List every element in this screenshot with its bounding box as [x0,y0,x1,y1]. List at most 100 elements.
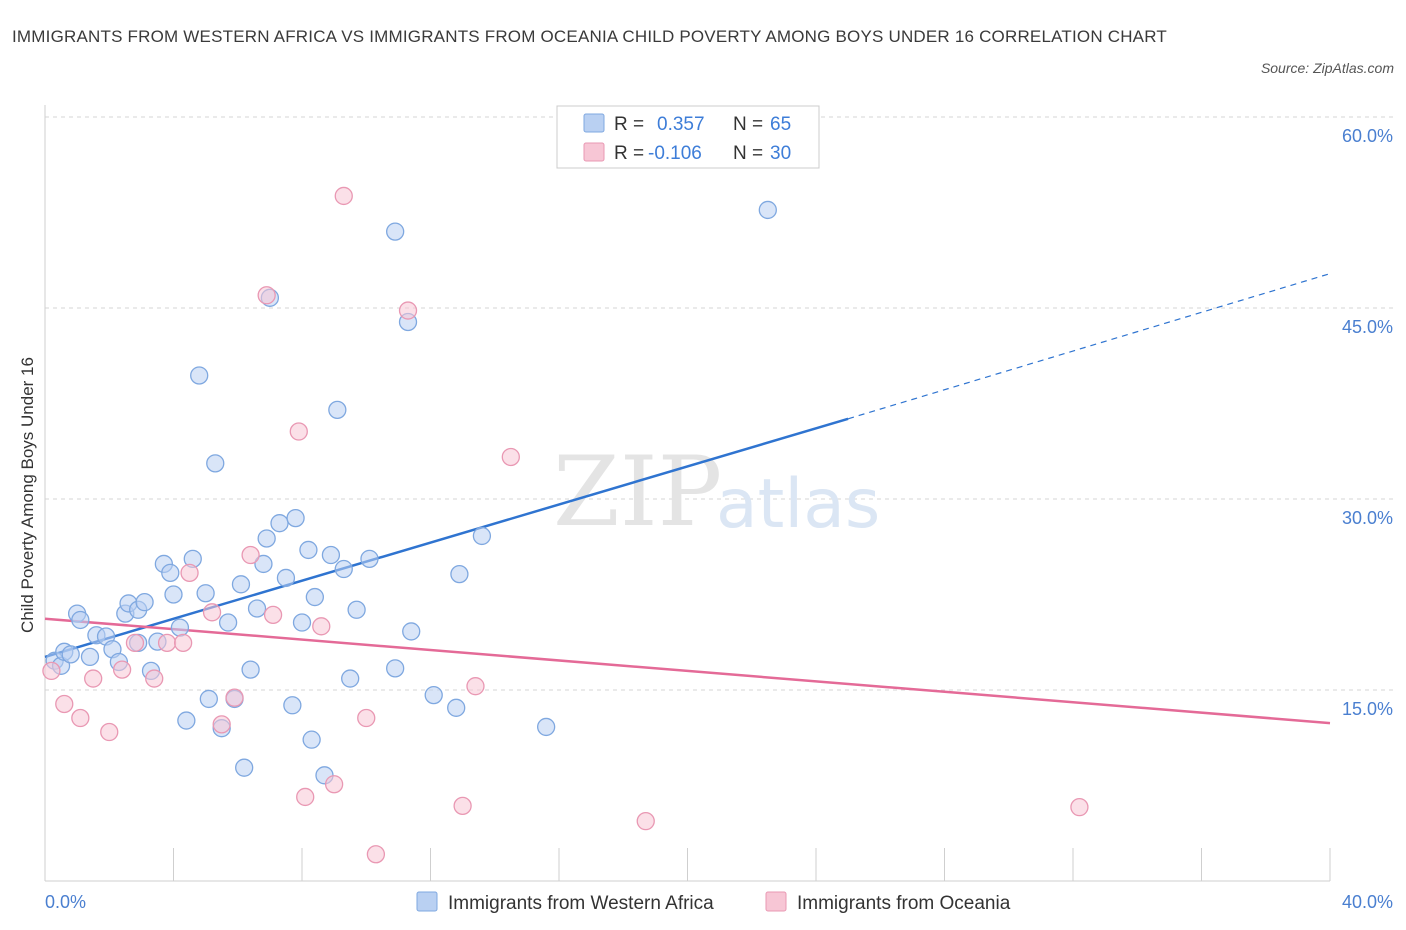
point-western-africa [241,660,260,679]
legend-n-label-1: N = [733,114,763,135]
point-western-africa [190,366,209,385]
point-oceania [296,787,315,807]
point-western-africa [276,568,296,588]
point-western-africa [537,717,556,737]
point-western-africa [177,711,196,730]
chart-title: IMMIGRANTS FROM WESTERN AFRICA VS IMMIGR… [12,27,1167,46]
legend-r-value-1: 0.357 [657,114,705,135]
x-tick-labels: 0.0% 40.0% [45,892,1393,912]
correlation-legend: R = 0.357 N = 65 R = -0.106 N = 30 [556,105,820,169]
point-western-africa [196,584,215,603]
point-western-africa [360,549,379,568]
point-oceania [357,708,376,728]
legend-r-label-1: R = [614,114,644,135]
point-western-africa [299,540,318,560]
point-oceania [112,660,132,679]
point-oceania [366,845,386,864]
y-tick-label: 15.0% [1342,699,1393,719]
y-axis-title: Child Poverty Among Boys Under 16 [18,357,37,633]
point-oceania [84,669,103,688]
point-oceania [71,708,90,728]
point-oceania [212,715,231,734]
series-legend-label-1: Immigrants from Western Africa [448,893,714,914]
series-legend-label-2: Immigrants from Oceania [797,893,1011,914]
point-western-africa [199,689,218,709]
point-western-africa [305,587,325,607]
point-oceania [55,694,74,714]
legend-n-value-1: 65 [770,114,791,135]
point-western-africa [231,575,251,594]
point-western-africa [302,730,321,749]
point-western-africa [283,696,302,715]
legend-swatch-blue [583,113,605,133]
point-oceania [334,186,353,206]
point-western-africa [61,645,80,664]
point-oceania [225,688,244,707]
point-western-africa [472,526,492,546]
point-western-africa [80,647,100,667]
point-western-africa [206,454,225,473]
point-western-africa [135,592,154,612]
y-tick-labels: 15.0% 30.0% 45.0% 60.0% [1342,126,1393,719]
axes [44,105,1331,882]
watermark-atlas: atlas [716,465,880,544]
point-oceania [157,633,177,653]
point-oceania [312,617,331,636]
watermark: ZIP atlas [553,436,880,548]
source-label: Source: ZipAtlas.com [1260,60,1394,76]
point-western-africa [218,613,238,632]
point-oceania [324,775,344,794]
point-oceania [202,603,222,622]
trend-line-oceania [44,617,1331,725]
point-oceania [241,545,260,565]
legend-r-label-2: R = [614,143,644,164]
data-points [42,186,1089,864]
legend-n-value-2: 30 [770,143,791,164]
point-western-africa [270,514,289,533]
point-western-africa [257,529,276,548]
point-western-africa [161,563,180,583]
point-oceania [42,661,61,681]
trend-line-western-africa [44,417,849,659]
point-oceania [1070,797,1089,817]
point-western-africa [292,613,312,632]
point-oceania [636,812,655,831]
point-oceania [289,422,308,441]
point-oceania [173,633,193,653]
trend-line-western-africa-extension [847,273,1331,420]
legend-n-label-2: N = [733,143,763,164]
point-western-africa [447,698,466,717]
point-oceania [263,605,283,625]
point-oceania [501,447,520,467]
series-legend-swatch-blue [416,891,438,912]
point-oceania [145,669,164,688]
point-western-africa [247,599,267,618]
point-western-africa [424,685,443,705]
x-tick-label-min: 0.0% [45,892,86,912]
point-oceania [125,633,145,653]
legend-swatch-pink [583,142,605,162]
trend-lines [44,273,1331,725]
point-oceania [398,301,418,320]
legend-r-value-2: -0.106 [648,143,702,164]
point-western-africa [328,400,347,420]
gridlines [45,116,1394,691]
series-legend: Immigrants from Western Africa Immigrant… [416,891,1011,914]
point-oceania [466,677,485,696]
y-tick-label: 45.0% [1342,317,1393,337]
watermark-zip: ZIP [553,436,722,548]
point-western-africa [758,200,777,220]
point-western-africa [402,622,421,641]
point-western-africa [71,610,90,630]
point-western-africa [386,659,405,678]
y-tick-label: 60.0% [1342,126,1393,146]
point-western-africa [450,564,469,584]
point-western-africa [321,545,341,565]
point-western-africa [164,585,183,604]
x-tick-label-max: 40.0% [1342,892,1393,912]
series-legend-swatch-pink [765,891,787,912]
point-western-africa [170,618,190,637]
y-tick-label: 30.0% [1342,508,1393,528]
point-oceania [180,563,199,583]
